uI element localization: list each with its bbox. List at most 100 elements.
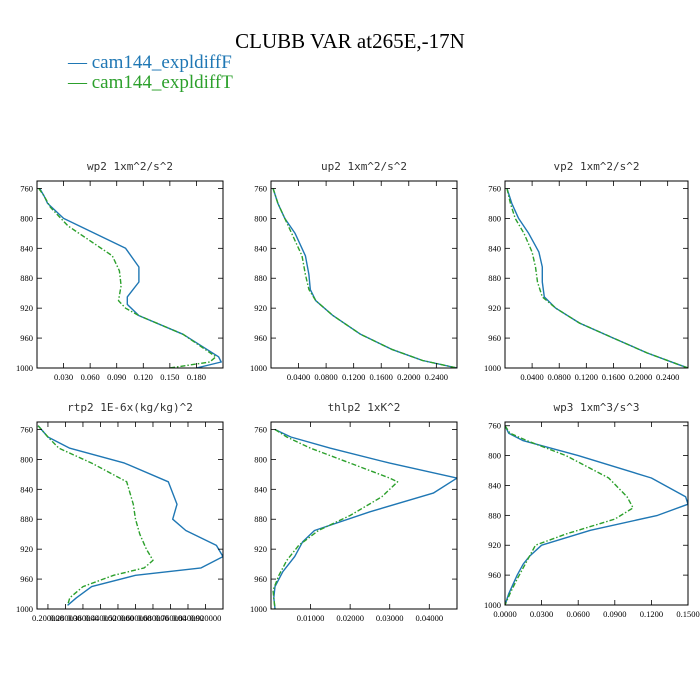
x-tick-label: 0.280000 bbox=[50, 613, 82, 623]
y-tick-label: 760 bbox=[20, 424, 33, 434]
panel-title: wp2 1xm^2/s^2 bbox=[87, 160, 173, 173]
x-tick-label: 0.0900 bbox=[603, 609, 626, 619]
y-tick-label: 920 bbox=[20, 303, 33, 313]
x-tick-label: 0.030 bbox=[54, 372, 73, 382]
x-tick-label: 0.2400 bbox=[425, 372, 448, 382]
y-tick-label: 880 bbox=[20, 514, 33, 524]
panel-2: up2 1xm^2/s^2 760 800 840 880 920 960 1000 0.040… bbox=[250, 160, 458, 382]
y-tick-label: 880 bbox=[254, 273, 267, 283]
y-tick-label: 920 bbox=[488, 303, 501, 313]
plot-frame bbox=[504, 180, 689, 369]
panel-1: wp2 1xm^2/s^2 760 800 840 880 920 960 1000 0.030… bbox=[16, 160, 224, 382]
x-tick-label: 0.0800 bbox=[548, 372, 571, 382]
x-tick-label: 0.760000 bbox=[155, 613, 187, 623]
series-line-expldiffT bbox=[506, 188, 688, 368]
legend-entry-expldiffF: — cam144_expldiffF bbox=[67, 52, 232, 73]
y-tick-label: 1000 bbox=[484, 600, 501, 610]
series-line-expldiffT bbox=[38, 188, 217, 368]
y-tick-label: 960 bbox=[20, 333, 33, 343]
y-tick-label: 840 bbox=[488, 480, 501, 490]
plot-frame bbox=[270, 421, 458, 610]
panel-title: rtp2 1E-6x(kg/kg)^2 bbox=[67, 401, 193, 414]
legend-entry-expldiffT: — cam144_expldiffT bbox=[67, 72, 233, 93]
x-tick-label: 0.0600 bbox=[567, 609, 590, 619]
series-line-expldiffF bbox=[272, 188, 457, 368]
x-tick-label: 0.440000 bbox=[85, 613, 117, 623]
x-tick-label: 0.1600 bbox=[602, 372, 625, 382]
series-line-expldiffT bbox=[272, 428, 399, 609]
y-tick-label: 800 bbox=[254, 454, 267, 464]
x-tick-label: 0.0000 bbox=[493, 609, 516, 619]
x-tick-label: 0.060 bbox=[81, 372, 100, 382]
panel-title: thlp2 1xK^2 bbox=[328, 401, 401, 414]
y-tick-label: 920 bbox=[254, 544, 267, 554]
figure-title: CLUBB VAR at265E,-17N bbox=[235, 29, 465, 53]
x-tick-label: 0.1200 bbox=[575, 372, 598, 382]
series-line-expldiffT bbox=[37, 425, 154, 606]
y-tick-label: 1000 bbox=[16, 604, 33, 614]
series-line-expldiffF bbox=[505, 425, 688, 605]
plot-frame bbox=[504, 421, 689, 606]
y-tick-label: 840 bbox=[488, 243, 501, 253]
x-tick-label: 0.2400 bbox=[656, 372, 679, 382]
y-tick-label: 960 bbox=[488, 333, 501, 343]
panels: wp2 1xm^2/s^2 760 800 840 880 920 960 1000 0.030… bbox=[16, 160, 700, 623]
y-tick-label: 760 bbox=[254, 424, 267, 434]
series-line-expldiffF bbox=[37, 425, 223, 606]
y-tick-label: 920 bbox=[488, 540, 501, 550]
panel-6: wp3 1xm^3/s^3 760 800 840 880 920 960 10000.000… bbox=[484, 401, 700, 619]
y-tick-label: 960 bbox=[20, 574, 33, 584]
x-tick-label: 0.02000 bbox=[336, 613, 364, 623]
x-tick-label: 0.200000 bbox=[32, 613, 64, 623]
x-tick-label: 0.360000 bbox=[67, 613, 99, 623]
panel-3: vp2 1xm^2/s^2 760 800 840 880 920 960 1000 0.040… bbox=[484, 160, 689, 382]
y-tick-label: 800 bbox=[488, 451, 501, 461]
y-tick-label: 960 bbox=[254, 333, 267, 343]
y-tick-label: 800 bbox=[20, 213, 33, 223]
y-tick-label: 1000 bbox=[250, 604, 267, 614]
x-tick-label: 0.0400 bbox=[287, 372, 310, 382]
y-tick-label: 800 bbox=[254, 213, 267, 223]
x-tick-label: 0.600000 bbox=[120, 613, 152, 623]
y-tick-label: 920 bbox=[254, 303, 267, 313]
y-tick-label: 840 bbox=[20, 243, 33, 253]
y-tick-label: 760 bbox=[488, 421, 501, 431]
x-tick-label: 0.01000 bbox=[297, 613, 325, 623]
x-tick-label: 0.2000 bbox=[397, 372, 420, 382]
y-tick-label: 760 bbox=[20, 183, 33, 193]
x-tick-label: 0.0400 bbox=[520, 372, 543, 382]
y-tick-label: 920 bbox=[20, 544, 33, 554]
x-tick-label: 0.840000 bbox=[172, 613, 204, 623]
series-line-expldiffF bbox=[39, 188, 222, 368]
y-tick-label: 1000 bbox=[484, 363, 501, 373]
panel-4: rtp2 1E-6x(kg/kg)^2 760 800 840 880 920 960 100… bbox=[16, 401, 224, 623]
y-tick-label: 840 bbox=[254, 484, 267, 494]
panel-title: wp3 1xm^3/s^3 bbox=[553, 401, 639, 414]
y-tick-label: 800 bbox=[20, 454, 33, 464]
series-line-expldiffF bbox=[273, 428, 457, 609]
plot-frame bbox=[36, 421, 224, 610]
x-tick-label: 0.520000 bbox=[102, 613, 134, 623]
y-tick-label: 760 bbox=[488, 183, 501, 193]
x-tick-label: 0.120 bbox=[134, 372, 153, 382]
x-tick-label: 0.090 bbox=[107, 372, 126, 382]
y-tick-label: 840 bbox=[254, 243, 267, 253]
y-tick-label: 880 bbox=[254, 514, 267, 524]
x-tick-label: 0.920000 bbox=[190, 613, 222, 623]
series-line-expldiffT bbox=[505, 425, 634, 605]
y-tick-label: 760 bbox=[254, 183, 267, 193]
x-tick-label: 0.680000 bbox=[137, 613, 169, 623]
y-tick-label: 800 bbox=[488, 213, 501, 223]
x-tick-label: 0.04000 bbox=[415, 613, 443, 623]
x-tick-label: 0.0800 bbox=[314, 372, 337, 382]
y-tick-label: 880 bbox=[488, 510, 501, 520]
panel-5: thlp2 1xK^2 760 800 840 880 920 960 1000 0.01000… bbox=[250, 401, 458, 623]
x-tick-label: 0.2000 bbox=[629, 372, 652, 382]
series-line-expldiffF bbox=[506, 188, 688, 368]
panel-title: up2 1xm^2/s^2 bbox=[321, 160, 407, 173]
x-tick-label: 0.0300 bbox=[530, 609, 553, 619]
y-tick-label: 880 bbox=[20, 273, 33, 283]
y-tick-label: 1000 bbox=[250, 363, 267, 373]
